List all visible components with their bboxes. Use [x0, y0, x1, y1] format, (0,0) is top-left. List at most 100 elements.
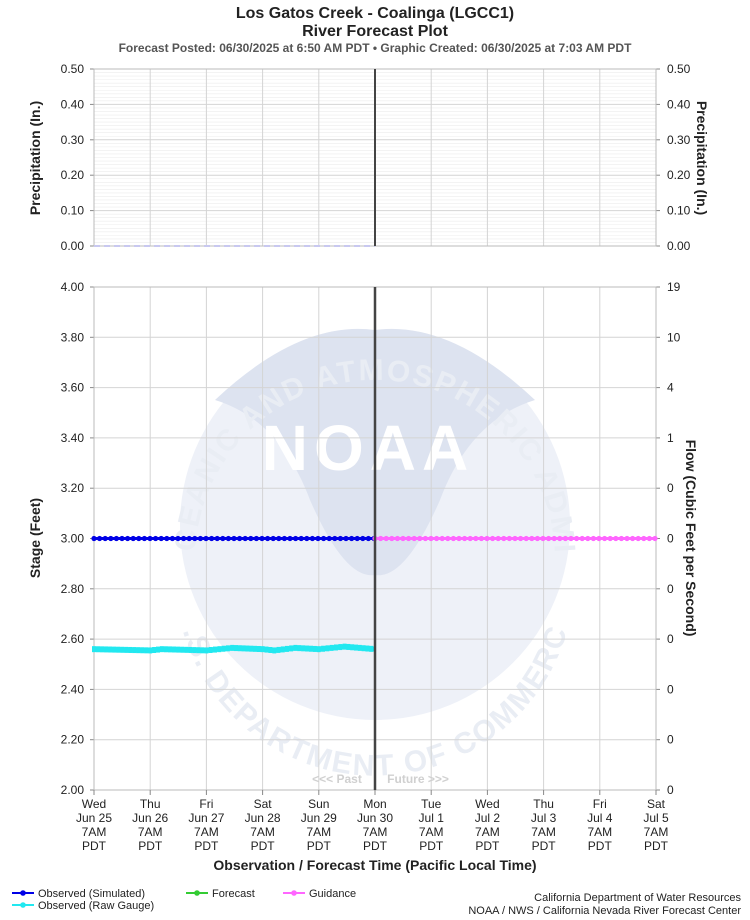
stage-tick-label: 2.00 — [61, 783, 85, 797]
observed-simulated-point — [231, 535, 237, 542]
observed-raw-point — [264, 646, 269, 653]
x-tick-tz: PDT — [138, 839, 163, 853]
x-tick-day: Tue — [421, 797, 442, 811]
flow-tick-label: 0 — [667, 783, 674, 797]
precip-ylabel-right: Precipitation (In.) — [694, 101, 710, 215]
observed-raw-point — [136, 647, 141, 654]
observed-raw-point — [208, 646, 213, 653]
observed-simulated-point — [276, 535, 282, 542]
observed-simulated-point — [321, 535, 327, 542]
x-tick-date: Jun 28 — [245, 811, 281, 825]
observed-raw-point — [233, 645, 238, 652]
observed-raw-point — [272, 647, 277, 654]
credit-dwr: California Department of Water Resources — [534, 892, 741, 904]
guidance-point — [630, 535, 636, 542]
flow-tick-label: 4 — [667, 381, 674, 395]
guidance-point — [518, 535, 524, 542]
x-tick-time: 7AM — [363, 825, 388, 839]
observed-raw-point — [221, 645, 226, 652]
flow-tick-label: 0 — [667, 481, 674, 495]
observed-raw-point — [128, 646, 133, 653]
x-tick-day: Thu — [533, 797, 554, 811]
flow-tick-label: 0 — [667, 733, 674, 747]
guidance-point — [462, 535, 468, 542]
x-tick-day: Wed — [475, 797, 499, 811]
observed-raw-point — [96, 646, 101, 653]
precip-tick-left: 0.00 — [61, 239, 85, 253]
flow-tick-label: 1 — [667, 431, 674, 445]
x-tick-day: Sat — [647, 797, 666, 811]
guidance-point — [406, 535, 412, 542]
observed-raw-point — [200, 647, 205, 654]
legend-label: Observed (Raw Gauge) — [38, 900, 154, 912]
observed-raw-point — [116, 646, 121, 653]
guidance-point — [590, 535, 597, 542]
chart-title: Los Gatos Creek - Coalinga (LGCC1) — [236, 5, 514, 22]
observed-raw-point — [192, 647, 197, 654]
observed-simulated-point — [343, 535, 349, 542]
observed-simulated-point — [203, 535, 209, 542]
x-tick-time: 7AM — [138, 825, 163, 839]
observed-simulated-point — [298, 535, 304, 542]
observed-raw-point — [159, 646, 164, 653]
legend-swatch-marker — [194, 890, 200, 896]
legend-swatch-marker — [20, 890, 26, 896]
observed-simulated-point — [281, 535, 287, 542]
x-tick-time: 7AM — [194, 825, 219, 839]
guidance-point — [512, 535, 518, 542]
observed-raw-point — [329, 644, 334, 651]
guidance-point — [389, 535, 395, 542]
observed-raw-point — [297, 645, 302, 652]
guidance-point — [378, 535, 384, 542]
legend-label: Forecast — [212, 888, 255, 900]
guidance-point — [557, 535, 563, 542]
guidance-point — [562, 535, 569, 542]
guidance-point — [602, 535, 608, 542]
x-tick-date: Jul 2 — [475, 811, 501, 825]
observed-raw-point — [353, 644, 358, 651]
x-tick-date: Jul 4 — [587, 811, 613, 825]
stage-tick-label: 3.20 — [61, 481, 85, 495]
observed-simulated-point — [293, 535, 299, 542]
observed-raw-point — [289, 645, 294, 652]
x-tick-date: Jun 29 — [301, 811, 337, 825]
x-tick-time: 7AM — [82, 825, 107, 839]
observed-raw-point — [100, 646, 105, 653]
x-tick-day: Sun — [308, 797, 329, 811]
observed-simulated-point — [242, 535, 248, 542]
x-tick-tz: PDT — [532, 839, 557, 853]
observed-raw-point — [172, 646, 177, 653]
observed-simulated-point — [332, 535, 338, 542]
flow-tick-label: 10 — [667, 330, 681, 344]
x-tick-day: Sat — [254, 797, 273, 811]
legend-label: Guidance — [309, 888, 356, 900]
observed-simulated-point — [141, 535, 147, 542]
flow-tick-label: 0 — [667, 532, 674, 546]
observed-simulated-point — [147, 535, 153, 542]
legend-swatch-marker — [291, 890, 297, 896]
x-tick-time: 7AM — [644, 825, 669, 839]
precip-tick-right: 0.20 — [667, 168, 691, 182]
x-tick-tz: PDT — [644, 839, 669, 853]
guidance-point — [596, 535, 602, 542]
guidance-point — [422, 535, 428, 542]
guidance-point — [540, 535, 546, 542]
x-tick-tz: PDT — [194, 839, 219, 853]
guidance-point — [445, 535, 451, 542]
observed-raw-point — [252, 645, 257, 652]
chart-subtitle: Forecast Posted: 06/30/2025 at 6:50 AM P… — [119, 41, 633, 55]
guidance-point — [551, 535, 557, 542]
guidance-point — [428, 535, 434, 542]
x-tick-date: Jul 5 — [643, 811, 669, 825]
guidance-point — [467, 535, 473, 542]
x-tick-tz: PDT — [363, 839, 388, 853]
observed-raw-point — [316, 646, 321, 653]
observed-simulated-point — [309, 535, 315, 542]
observed-raw-point — [184, 646, 189, 653]
guidance-point — [400, 535, 406, 542]
guidance-point — [652, 535, 658, 542]
observed-simulated-point — [315, 535, 321, 542]
stage-tick-label: 3.60 — [61, 381, 85, 395]
